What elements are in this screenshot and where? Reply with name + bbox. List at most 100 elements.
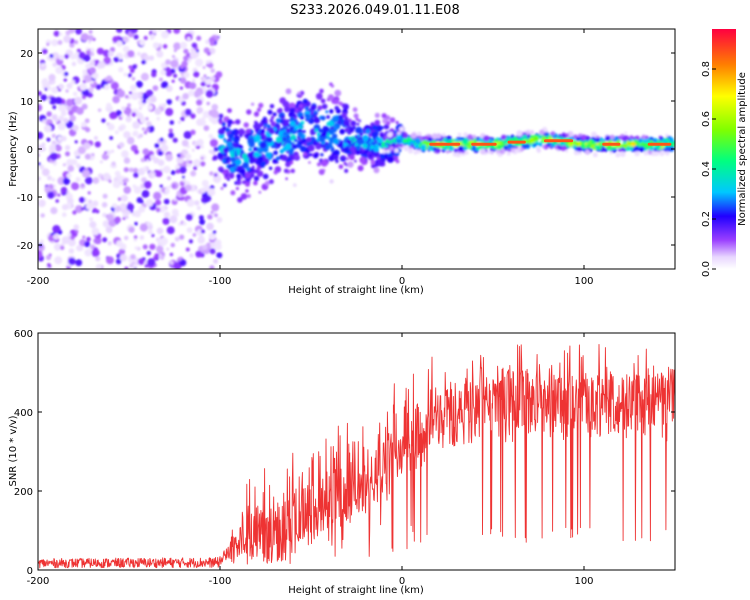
heatmap-cell xyxy=(178,96,184,103)
heatmap-cell xyxy=(52,225,61,234)
heatmap-cell xyxy=(565,149,569,153)
heatmap-cell xyxy=(64,54,69,59)
heatmap-cell xyxy=(205,39,210,45)
heatmap-cell xyxy=(38,162,41,166)
heatmap-cell xyxy=(191,78,196,83)
heatmap-cell xyxy=(171,54,176,59)
heatmap-cell xyxy=(83,142,91,150)
heatmap-cell xyxy=(49,152,58,161)
heatmap-cell xyxy=(309,153,313,157)
heatmap-cell xyxy=(141,127,145,131)
heatmap-cell xyxy=(544,136,549,141)
heatmap-cell xyxy=(201,179,209,187)
colorbar-tick-label: 0.4 xyxy=(701,161,712,177)
heatmap-cell xyxy=(174,236,180,242)
heatmap-cell xyxy=(82,169,91,178)
heatmap-cell xyxy=(155,207,161,213)
heatmap-cell xyxy=(170,261,174,265)
heatmap-cell xyxy=(178,222,182,226)
heatmap-x-tick-label: -100 xyxy=(209,276,232,287)
heatmap-cell xyxy=(118,249,126,256)
heatmap-cell xyxy=(224,147,229,151)
heatmap-cell xyxy=(64,145,71,151)
heatmap-cell xyxy=(193,159,202,168)
heatmap-cell xyxy=(229,150,235,156)
heatmap-cell xyxy=(205,60,210,65)
heatmap-cell xyxy=(506,151,511,156)
heatmap-cell xyxy=(203,125,210,131)
heatmap-cell xyxy=(128,226,135,233)
heatmap-cell xyxy=(60,186,68,194)
heatmap-cell xyxy=(146,250,151,256)
heatmap-cell xyxy=(255,160,260,165)
heatmap-cell xyxy=(356,134,361,138)
heatmap-cell xyxy=(237,197,243,203)
heatmap-cell xyxy=(109,111,117,120)
heatmap-cell xyxy=(345,157,350,161)
heatmap-cell xyxy=(173,73,178,78)
heatmap-cell xyxy=(213,258,219,264)
heatmap-cell xyxy=(318,128,323,133)
heatmap-cell xyxy=(91,153,95,157)
heatmap-cell xyxy=(222,159,226,163)
heatmap-cell xyxy=(171,183,177,189)
heatmap-cell xyxy=(659,137,663,141)
heatmap-cell xyxy=(300,115,304,120)
heatmap-cell xyxy=(591,131,597,138)
heatmap-cell xyxy=(168,185,172,189)
heatmap-cell xyxy=(258,122,264,127)
heatmap-cell xyxy=(575,137,581,142)
heatmap-cell xyxy=(128,167,134,173)
heatmap-cell xyxy=(586,136,591,141)
heatmap-cell xyxy=(253,180,258,186)
heatmap-cell xyxy=(533,135,539,142)
heatmap-cell xyxy=(142,148,150,155)
heatmap-cell xyxy=(163,211,170,218)
heatmap-cell xyxy=(247,137,255,145)
heatmap-cell xyxy=(248,147,253,152)
heatmap-cell xyxy=(130,68,135,73)
heatmap-cell xyxy=(196,99,203,106)
heatmap-cell xyxy=(173,49,177,53)
heatmap-cell xyxy=(233,166,237,170)
heatmap-cell xyxy=(268,166,273,170)
heatmap-y-ticks: -20 -10 0 10 20 xyxy=(17,49,675,252)
heatmap-cell xyxy=(70,54,76,60)
heatmap-cell xyxy=(195,250,203,258)
heatmap-cell xyxy=(55,199,59,203)
heatmap-cell xyxy=(180,116,185,122)
heatmap-cell xyxy=(42,119,47,124)
heatmap-cell xyxy=(160,237,169,246)
heatmap-cell xyxy=(506,143,513,150)
heatmap-cell xyxy=(101,202,108,208)
heatmap-cell xyxy=(186,199,195,207)
heatmap-cell xyxy=(46,263,51,267)
heatmap-cell xyxy=(209,265,215,269)
heatmap-cell xyxy=(49,144,57,152)
heatmap-cell xyxy=(74,140,78,144)
heatmap-cell xyxy=(59,104,67,112)
heatmap-cell xyxy=(80,33,89,42)
heatmap-cell xyxy=(155,199,162,206)
heatmap-cell xyxy=(355,117,359,121)
heatmap-cell xyxy=(125,116,132,123)
heatmap-cell xyxy=(395,159,400,164)
heatmap-cell xyxy=(310,104,317,111)
heatmap-cell xyxy=(446,150,449,154)
heatmap-cell xyxy=(103,56,111,65)
heatmap-cell xyxy=(609,151,613,155)
heatmap-cell xyxy=(196,106,204,114)
heatmap-cell xyxy=(217,152,224,159)
heatmap-cell xyxy=(69,42,75,48)
heatmap-cell xyxy=(163,198,170,205)
heatmap-cell xyxy=(435,147,441,153)
heatmap-cell xyxy=(185,247,190,252)
heatmap-cell xyxy=(85,203,93,210)
heatmap-cell xyxy=(112,36,120,43)
heatmap-cell xyxy=(316,162,321,167)
heatmap-cell xyxy=(363,154,367,158)
heatmap-cell xyxy=(246,109,252,115)
heatmap-cell xyxy=(158,150,163,156)
heatmap-cell xyxy=(75,205,83,214)
heatmap-cell xyxy=(61,135,67,142)
